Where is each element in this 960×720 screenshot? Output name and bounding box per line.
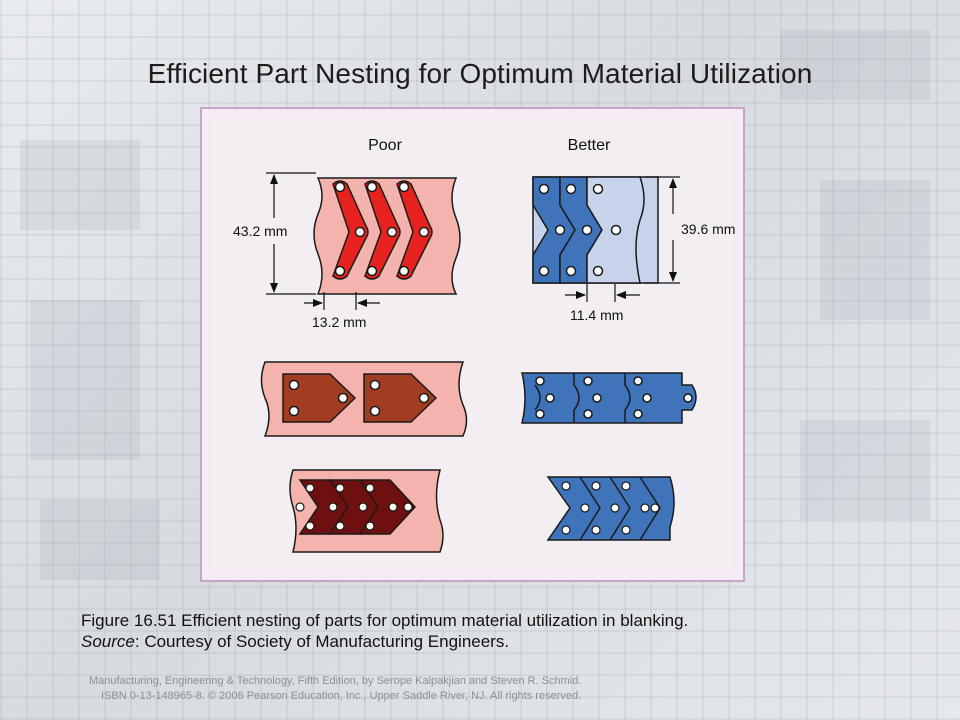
caption-source: Source: Courtesy of Society of Manufactu…	[81, 631, 881, 652]
hole	[334, 265, 346, 277]
column-label-poor: Poor	[368, 137, 402, 154]
page-title: Efficient Part Nesting for Optimum Mater…	[147, 58, 813, 89]
poor-height-dimension	[266, 172, 316, 295]
chevron-part	[364, 180, 401, 280]
better-height-label: 39.6 mm	[681, 221, 735, 237]
better-pitch-dimension	[565, 284, 640, 302]
poor-pentagon-holes	[288, 379, 430, 417]
chevron-part	[332, 180, 369, 280]
hole	[418, 226, 430, 238]
hole	[334, 181, 346, 193]
better-strip-2	[521, 372, 697, 424]
column-label-better: Better	[568, 137, 611, 154]
hole	[366, 265, 378, 277]
hole	[398, 181, 410, 193]
credit-line-1: Manufacturing, Engineering & Technology,…	[89, 675, 582, 687]
caption-source-text: : Courtesy of Society of Manufacturing E…	[134, 632, 510, 651]
poor-cluster-parts	[298, 479, 417, 535]
copyright-credit: Manufacturing, Engineering & Technology,…	[89, 674, 789, 704]
credit-line-2: ISBN 0-13-148965-8. © 2006 Pearson Educa…	[101, 690, 582, 702]
poor-cluster-holes	[295, 483, 413, 531]
poor-pitch-label: 13.2 mm	[312, 314, 366, 330]
better-holes-1	[538, 183, 622, 277]
hole	[386, 226, 398, 238]
better-strip-1	[532, 176, 659, 284]
figure-caption: Figure 16.51 Efficient nesting of parts …	[81, 610, 881, 652]
poor-pentagon-parts	[282, 373, 438, 423]
better-holes-2	[535, 376, 693, 419]
hole	[354, 226, 366, 238]
hole	[366, 181, 378, 193]
caption-line-1: Figure 16.51 Efficient nesting of parts …	[81, 611, 689, 630]
hole	[398, 265, 410, 277]
caption-source-label: Source	[81, 632, 135, 651]
better-height-dimension	[645, 176, 680, 284]
poor-height-label: 43.2 mm	[233, 223, 287, 239]
poor-pitch-dimension	[304, 292, 380, 310]
chevron-part	[396, 180, 433, 280]
better-pitch-label: 11.4 mm	[570, 307, 623, 323]
better-holes-3	[561, 481, 660, 535]
